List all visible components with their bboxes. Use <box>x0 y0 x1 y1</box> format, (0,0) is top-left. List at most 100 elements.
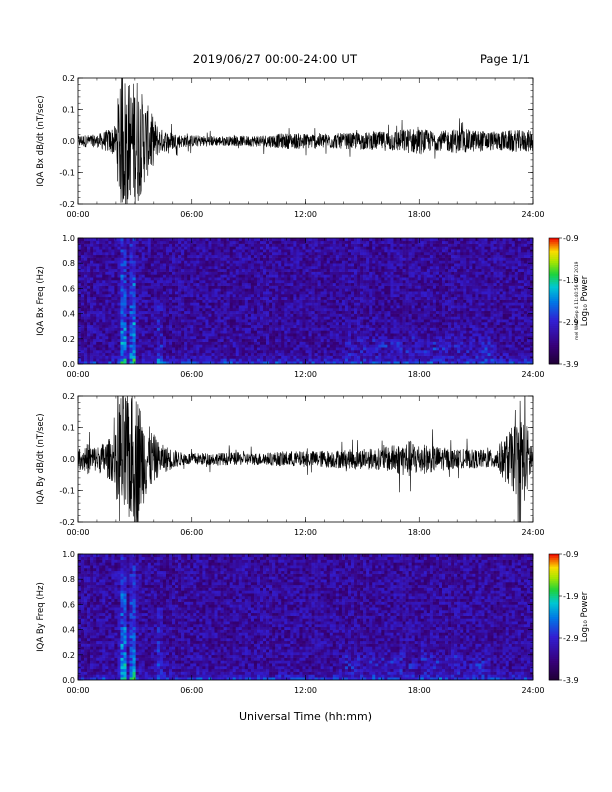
heatmap-cell <box>290 330 294 334</box>
heatmap-cell <box>296 305 300 309</box>
heatmap-cell <box>360 238 364 242</box>
heatmap-cell <box>372 246 376 250</box>
heatmap-cell <box>111 271 115 275</box>
heatmap-cell <box>78 347 82 351</box>
heatmap-cell <box>123 294 127 298</box>
heatmap-cell <box>263 288 267 292</box>
heatmap-cell <box>147 260 152 264</box>
heatmap-cell <box>326 277 331 281</box>
heatmap-cell <box>263 252 267 256</box>
heatmap-cell <box>178 288 182 292</box>
heatmap-cell <box>205 316 209 320</box>
heatmap-cell <box>402 313 406 317</box>
heatmap-cell <box>205 299 209 303</box>
heatmap-cell <box>138 310 142 314</box>
heatmap-cell <box>153 308 158 312</box>
heatmap-cell <box>241 274 246 278</box>
heatmap-cell <box>144 294 149 298</box>
heatmap-cell <box>323 324 328 328</box>
heatmap-cell <box>223 249 227 253</box>
heatmap-cell <box>138 285 142 289</box>
heatmap-cell <box>102 294 106 298</box>
heatmap-cell <box>244 240 249 244</box>
heatmap-cell <box>178 350 182 354</box>
heatmap-cell <box>162 246 167 250</box>
heatmap-cell <box>223 352 227 356</box>
heatmap-cell <box>144 316 149 320</box>
heatmap-cell <box>138 305 142 309</box>
heatmap-cell <box>351 327 355 331</box>
heatmap-cell <box>366 322 370 326</box>
heatmap-cell <box>214 333 218 337</box>
heatmap-cell <box>90 282 94 286</box>
heatmap-cell <box>184 243 188 247</box>
heatmap-cell <box>369 291 373 295</box>
heatmap-cell <box>220 299 224 303</box>
heatmap-cell <box>329 308 334 312</box>
heatmap-cell <box>202 338 206 342</box>
heatmap-cell <box>241 294 246 298</box>
heatmap-cell <box>232 285 237 289</box>
heatmap-cell <box>181 302 185 306</box>
heatmap-cell <box>138 308 142 312</box>
heatmap-cell <box>253 341 258 345</box>
heatmap-cell <box>156 266 161 270</box>
heatmap-cell <box>323 350 328 354</box>
heatmap-cell <box>338 308 343 312</box>
heatmap-cell <box>178 319 182 323</box>
heatmap-cell <box>366 344 370 348</box>
heatmap-cell <box>299 333 303 337</box>
heatmap-cell <box>111 277 115 281</box>
heatmap-cell <box>260 285 264 289</box>
heatmap-cell <box>105 350 109 354</box>
heatmap-cell <box>178 336 182 340</box>
heatmap-cell <box>272 268 276 272</box>
heatmap-cell <box>162 305 167 309</box>
heatmap-cell <box>184 322 188 326</box>
heatmap-cell <box>159 280 164 284</box>
heatmap-cell <box>372 338 376 342</box>
heatmap-cell <box>290 238 294 242</box>
heatmap-cell <box>369 252 373 256</box>
heatmap-cell <box>335 316 340 320</box>
heatmap-cell <box>396 257 400 261</box>
heatmap-cell <box>354 285 358 289</box>
heatmap-cell <box>238 263 243 267</box>
heatmap-cell <box>396 260 400 264</box>
heatmap-cell <box>320 316 324 320</box>
heatmap-cell <box>338 347 343 351</box>
heatmap-cell <box>369 336 373 340</box>
heatmap-cell <box>214 296 218 300</box>
heatmap-cell <box>96 268 100 272</box>
heatmap-cell <box>372 336 376 340</box>
heatmap-cell <box>281 305 285 309</box>
heatmap-cell <box>302 249 306 253</box>
heatmap-cell <box>184 336 188 340</box>
heatmap-cell <box>311 338 315 342</box>
heatmap-cell <box>272 316 276 320</box>
heatmap-cell <box>153 341 158 345</box>
heatmap-cell <box>338 310 343 314</box>
heatmap-cell <box>117 294 121 298</box>
heatmap-cell <box>135 316 139 320</box>
heatmap-cell <box>217 285 221 289</box>
heatmap-cell <box>396 268 400 272</box>
heatmap-cell <box>363 324 367 328</box>
heatmap-cell <box>223 274 227 278</box>
heatmap-cell <box>108 319 112 323</box>
heatmap-cell <box>217 280 221 284</box>
heatmap-cell <box>123 240 127 244</box>
heatmap-cell <box>387 288 391 292</box>
heatmap-cell <box>320 238 324 242</box>
heatmap-cell <box>366 285 370 289</box>
heatmap-cell <box>211 336 215 340</box>
heatmap-cell <box>96 327 100 331</box>
heatmap-cell <box>266 257 270 261</box>
heatmap-cell <box>266 274 270 278</box>
heatmap-cell <box>296 316 300 320</box>
heatmap-cell <box>229 327 233 331</box>
heatmap-cell <box>263 319 267 323</box>
heatmap-cell <box>281 324 285 328</box>
heatmap-cell <box>126 285 130 289</box>
heatmap-cell <box>214 263 218 267</box>
